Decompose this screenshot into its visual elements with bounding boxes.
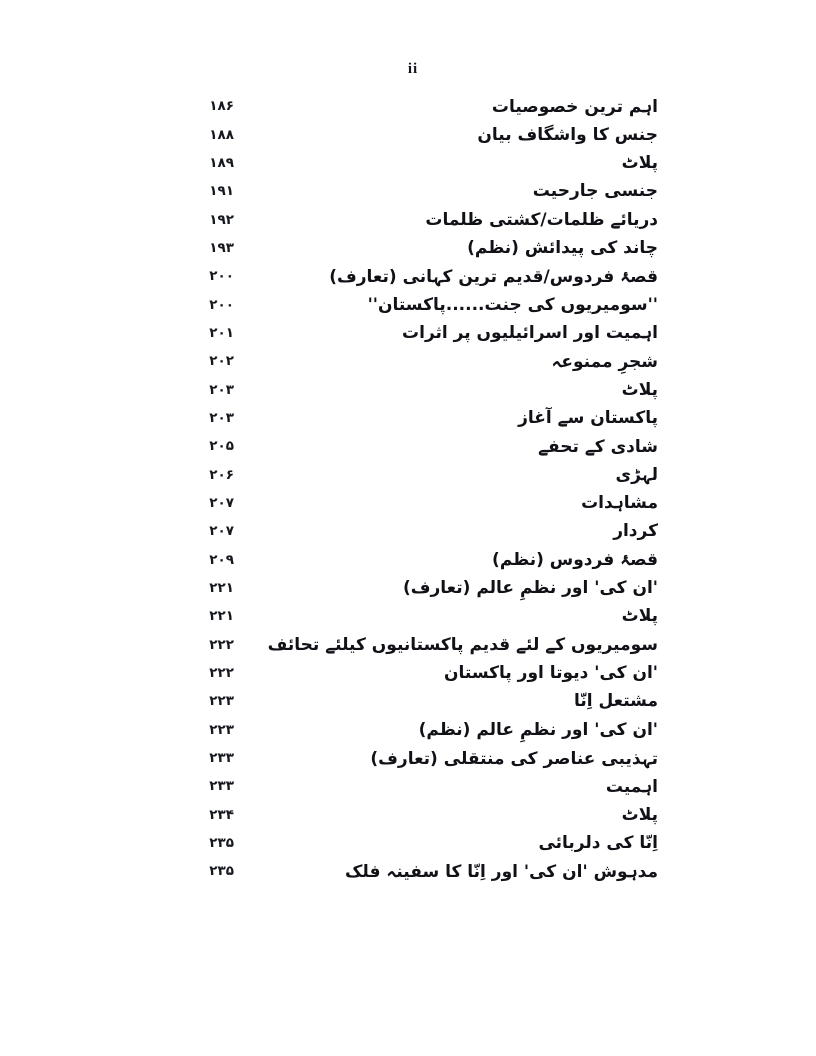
toc-row: 'ان کی' اور نظمِ عالم (نظم) ۲۲۳	[180, 716, 658, 744]
toc-entry-page-number: ۲۰۶	[209, 466, 234, 483]
toc-entry-page-number: ۲۰۱	[209, 324, 234, 341]
table-of-contents: اہم ترین خصوصیات ۱۸۶ جنس کا واشگاف بیان …	[180, 92, 658, 886]
toc-row: پلاٹ ۲۳۴	[180, 801, 658, 829]
toc-row: شجرِ ممنوعہ ۲۰۲	[180, 347, 658, 375]
toc-entry-page-number: ۲۰۹	[209, 551, 234, 568]
toc-row: دریائے ظلمات/کشتی ظلمات ۱۹۲	[180, 205, 658, 233]
toc-entry-page-number: ۲۲۳	[209, 721, 234, 738]
toc-entry-page-number: ۲۳۳	[209, 778, 234, 795]
toc-row: قصۂ فردوس/قدیم ترین کہانی (تعارف) ۲۰۰	[180, 262, 658, 290]
toc-row: لہڑی ۲۰۶	[180, 460, 658, 488]
toc-entry-title: شادی کے تحفے	[538, 436, 658, 457]
page-number-header: ii	[407, 61, 419, 77]
toc-entry-page-number: ۲۲۳	[209, 693, 234, 710]
toc-row: جنس کا واشگاف بیان ۱۸۸	[180, 120, 658, 148]
toc-row: تہذیبی عناصر کی منتقلی (تعارف) ۲۳۳	[180, 744, 658, 772]
toc-entry-title: پاکستان سے آغاز	[518, 408, 658, 429]
toc-entry-title: لہڑی	[615, 465, 659, 486]
toc-entry-page-number: ۱۹۱	[209, 183, 234, 200]
toc-entry-title: مشتعل اِنّا	[573, 691, 658, 712]
toc-entry-title: قصۂ فردوس (نظم)	[492, 550, 658, 571]
toc-entry-title: اہمیت اور اسرائیلیوں پر اثرات	[402, 323, 658, 344]
toc-entry-title: پلاٹ	[621, 379, 658, 400]
toc-entry-title: جنس کا واشگاف بیان	[477, 124, 658, 145]
toc-entry-title: اہم ترین خصوصیات	[491, 96, 658, 117]
toc-entry-page-number: ۲۳۴	[209, 806, 234, 823]
toc-entry-page-number: ۲۰۷	[209, 523, 234, 540]
toc-row: سومیریوں کے لئے قدیم پاکستانیوں کیلئے تح…	[180, 631, 658, 659]
toc-entry-page-number: ۲۰۲	[209, 353, 234, 370]
toc-entry-page-number: ۱۸۹	[209, 154, 234, 171]
toc-entry-page-number: ۲۲۱	[209, 580, 234, 597]
toc-entry-page-number: ۲۲۲	[209, 665, 234, 682]
toc-row: اہمیت ۲۳۳	[180, 772, 658, 800]
toc-row: اہمیت اور اسرائیلیوں پر اثرات ۲۰۱	[180, 319, 658, 347]
toc-entry-page-number: ۲۲۲	[209, 636, 234, 653]
toc-row: شادی کے تحفے ۲۰۵	[180, 432, 658, 460]
toc-entry-page-number: ۲۰۰	[209, 268, 234, 285]
toc-row: مشتعل اِنّا ۲۲۳	[180, 687, 658, 715]
toc-row: چاند کی پیدائش (نظم) ۱۹۳	[180, 234, 658, 262]
toc-row: اِنّا کی دلربائی ۲۳۵	[180, 829, 658, 857]
toc-entry-title: پلاٹ	[621, 152, 658, 173]
toc-entry-title: ''سومیریوں کی جنت......پاکستان''	[367, 294, 658, 315]
toc-entry-page-number: ۱۹۳	[209, 239, 234, 256]
toc-entry-title: 'ان کی' اور نظمِ عالم (نظم)	[418, 719, 658, 740]
toc-row: پلاٹ ۲۲۱	[180, 602, 658, 630]
toc-entry-page-number: ۱۹۲	[209, 211, 234, 228]
toc-entry-title: پلاٹ	[621, 606, 658, 627]
toc-entry-title: مشاہدات	[581, 493, 658, 514]
toc-entry-title: اِنّا کی دلربائی	[538, 833, 658, 854]
toc-row: پاکستان سے آغاز ۲۰۳	[180, 404, 658, 432]
toc-row: ''سومیریوں کی جنت......پاکستان'' ۲۰۰	[180, 290, 658, 318]
toc-entry-page-number: ۱۸۸	[209, 126, 234, 143]
toc-row: پلاٹ ۱۸۹	[180, 149, 658, 177]
toc-entry-page-number: ۲۰۳	[209, 381, 234, 398]
toc-row: جنسی جارحیت ۱۹۱	[180, 177, 658, 205]
toc-row: 'ان کی' اور نظمِ عالم (تعارف) ۲۲۱	[180, 574, 658, 602]
toc-entry-page-number: ۲۳۵	[209, 835, 234, 852]
toc-entry-title: تہذیبی عناصر کی منتقلی (تعارف)	[370, 748, 658, 769]
toc-entry-page-number: ۲۳۳	[209, 750, 234, 767]
toc-row: مدہوش 'ان کی' اور اِنّا کا سفینہ فلک ۲۳۵	[180, 857, 658, 885]
toc-entry-page-number: ۲۰۰	[209, 296, 234, 313]
toc-entry-page-number: ۲۰۳	[209, 409, 234, 426]
toc-row: کردار ۲۰۷	[180, 517, 658, 545]
toc-row: اہم ترین خصوصیات ۱۸۶	[180, 92, 658, 120]
toc-entry-title: کردار	[613, 521, 658, 542]
toc-entry-title: مدہوش 'ان کی' اور اِنّا کا سفینہ فلک	[345, 861, 658, 882]
toc-entry-page-number: ۲۳۵	[209, 863, 234, 880]
toc-row: قصۂ فردوس (نظم) ۲۰۹	[180, 546, 658, 574]
toc-entry-page-number: ۱۸۶	[209, 98, 234, 115]
toc-row: پلاٹ ۲۰۳	[180, 375, 658, 403]
toc-entry-title: 'ان کی' اور نظمِ عالم (تعارف)	[402, 578, 658, 599]
toc-entry-page-number: ۲۰۵	[209, 438, 234, 455]
toc-entry-page-number: ۲۰۷	[209, 494, 234, 511]
toc-entry-title: قصۂ فردوس/قدیم ترین کہانی (تعارف)	[329, 266, 658, 287]
toc-entry-title: سومیریوں کے لئے قدیم پاکستانیوں کیلئے تح…	[267, 635, 658, 656]
toc-entry-title: اہمیت	[605, 776, 658, 797]
toc-entry-title: چاند کی پیدائش (نظم)	[467, 237, 658, 258]
toc-row: 'ان کی' دیوتا اور پاکستان ۲۲۲	[180, 659, 658, 687]
toc-entry-title: پلاٹ	[621, 804, 658, 825]
toc-entry-title: دریائے ظلمات/کشتی ظلمات	[425, 210, 658, 231]
toc-entry-title: شجرِ ممنوعہ	[551, 351, 658, 372]
toc-entry-title: 'ان کی' دیوتا اور پاکستان	[443, 663, 658, 684]
toc-entry-title: جنسی جارحیت	[532, 181, 658, 202]
toc-row: مشاہدات ۲۰۷	[180, 489, 658, 517]
toc-entry-page-number: ۲۲۱	[209, 608, 234, 625]
